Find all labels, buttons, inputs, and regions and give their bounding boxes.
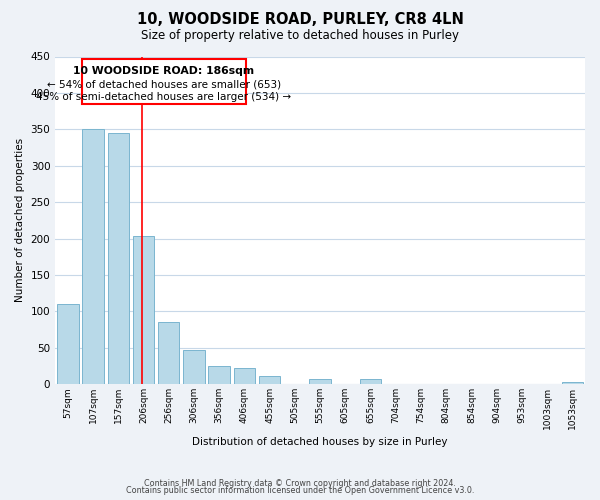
Y-axis label: Number of detached properties: Number of detached properties [15,138,25,302]
FancyBboxPatch shape [82,58,245,104]
X-axis label: Distribution of detached houses by size in Purley: Distribution of detached houses by size … [193,438,448,448]
Bar [158,322,179,384]
Bar [183,350,205,384]
Bar [360,379,381,384]
Text: 45% of semi-detached houses are larger (534) →: 45% of semi-detached houses are larger (… [36,92,291,102]
Text: 10 WOODSIDE ROAD: 186sqm: 10 WOODSIDE ROAD: 186sqm [73,66,254,76]
Text: Contains public sector information licensed under the Open Government Licence v3: Contains public sector information licen… [126,486,474,495]
Bar [82,130,104,384]
Bar [259,376,280,384]
Bar [57,304,79,384]
Bar [208,366,230,384]
Bar [133,236,154,384]
Bar [562,382,583,384]
Bar [233,368,255,384]
Text: ← 54% of detached houses are smaller (653): ← 54% of detached houses are smaller (65… [47,79,281,89]
Text: Size of property relative to detached houses in Purley: Size of property relative to detached ho… [141,29,459,42]
Bar [107,133,129,384]
Bar [310,379,331,384]
Text: 10, WOODSIDE ROAD, PURLEY, CR8 4LN: 10, WOODSIDE ROAD, PURLEY, CR8 4LN [137,12,463,28]
Text: Contains HM Land Registry data © Crown copyright and database right 2024.: Contains HM Land Registry data © Crown c… [144,478,456,488]
